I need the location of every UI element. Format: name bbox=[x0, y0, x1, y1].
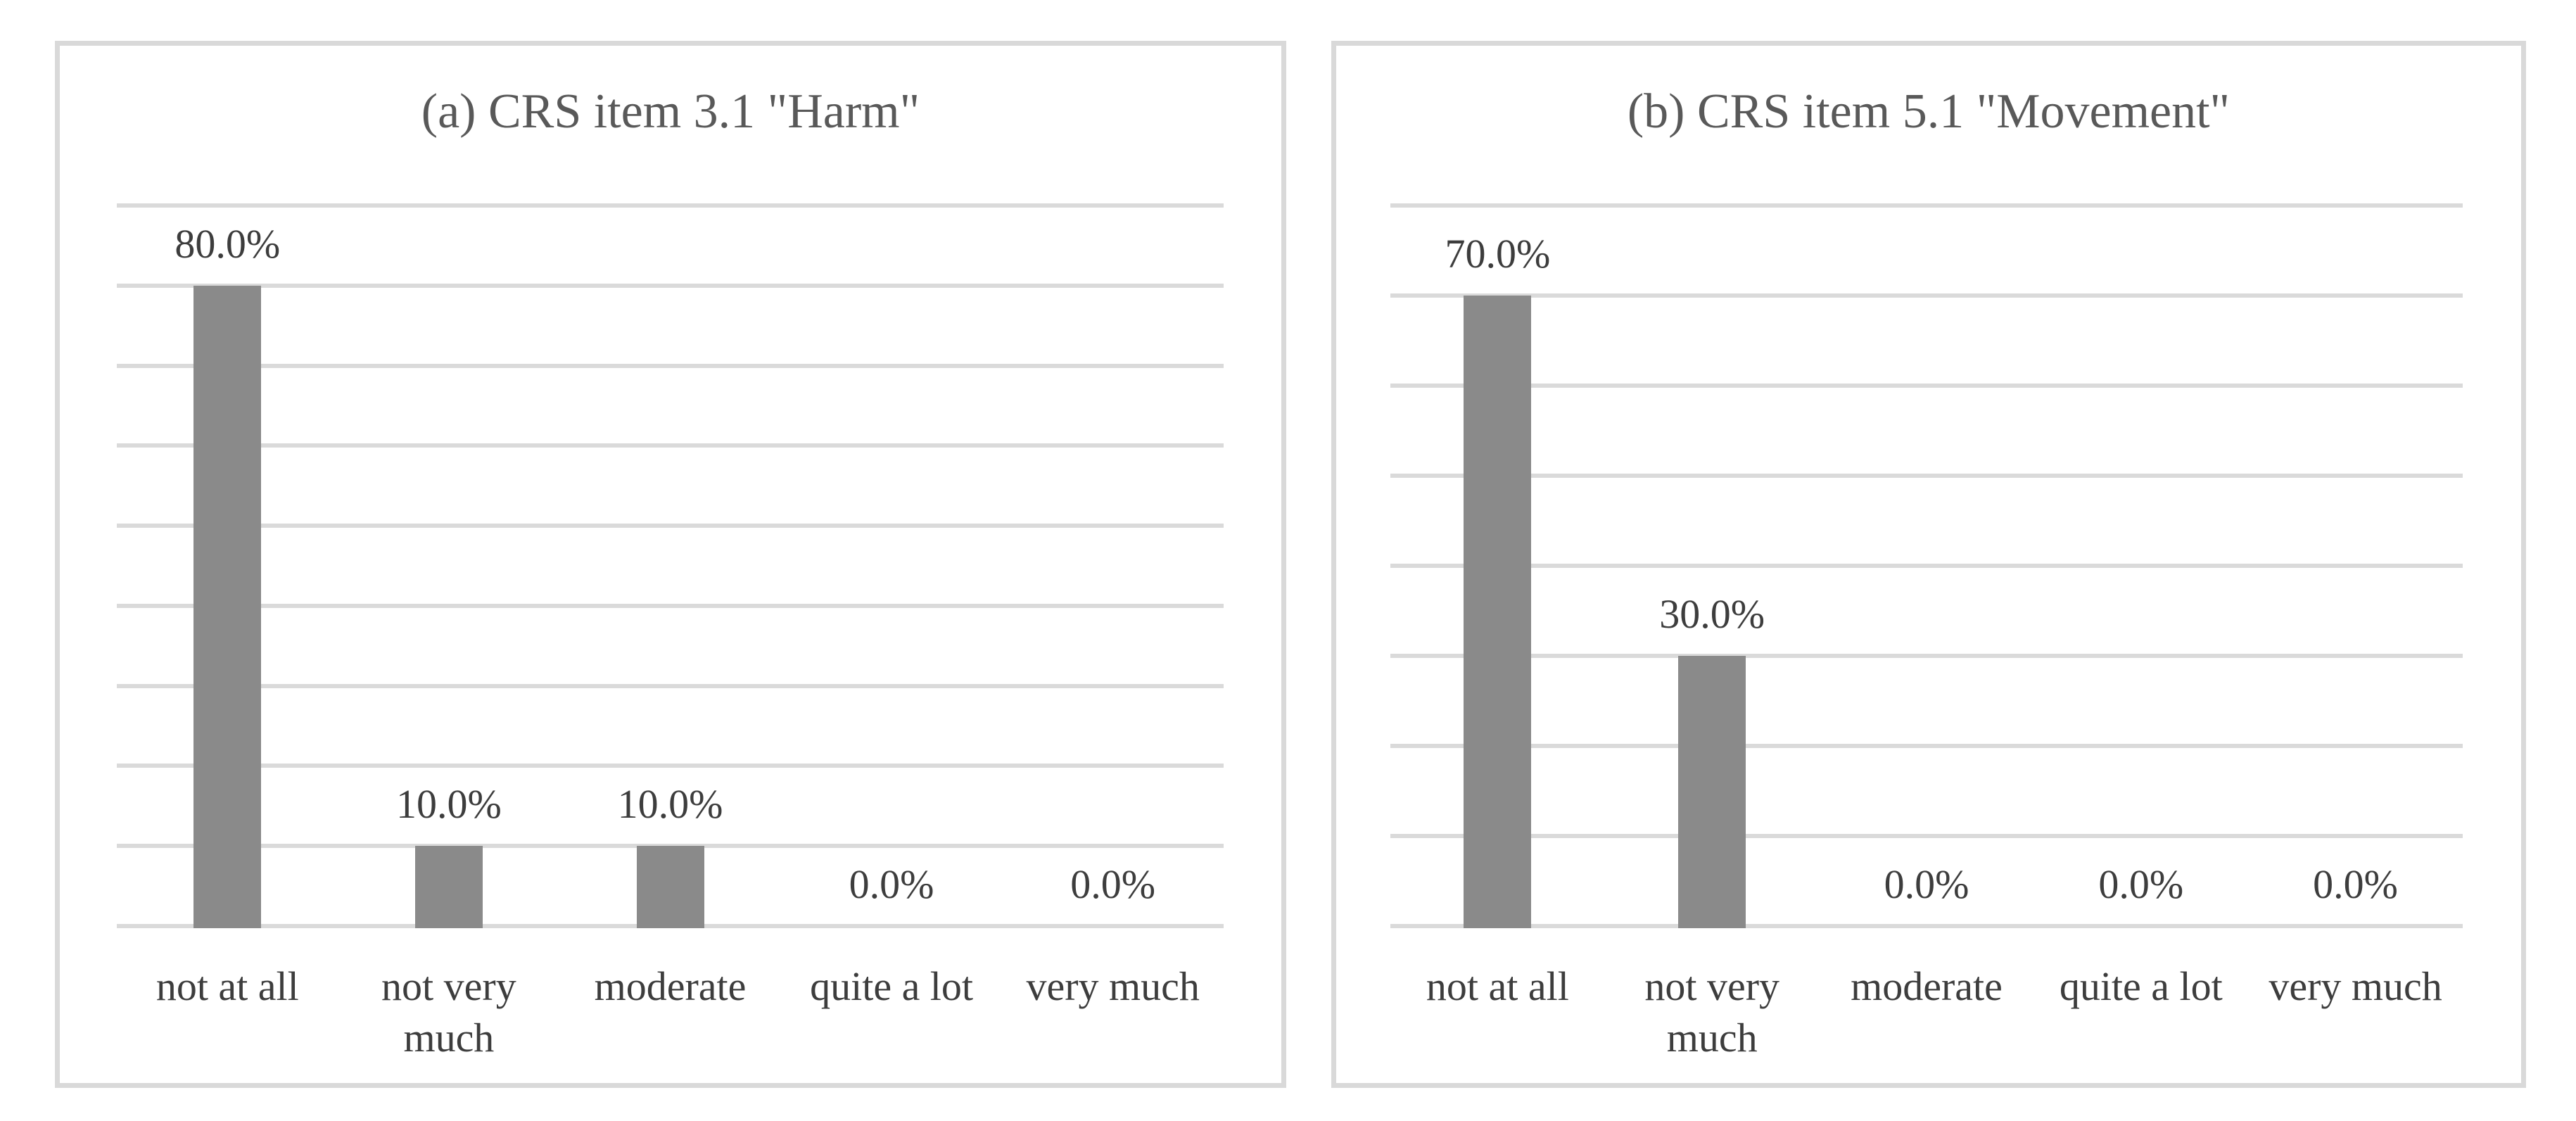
gridline-70pct bbox=[117, 363, 1224, 368]
chart-panel-a: (a) CRS item 3.1 "Harm" 80.0% 10.0% 10.0% 0… bbox=[55, 41, 1286, 1088]
category-label-quite-a-lot: quite a lot bbox=[810, 963, 974, 1009]
gridline-40pct bbox=[117, 603, 1224, 608]
category-label-not-at-all: not at all bbox=[1426, 963, 1569, 1009]
value-label-quite-a-lot: 0.0% bbox=[849, 861, 934, 907]
bar-not-at-all bbox=[193, 285, 262, 928]
value-label-moderate: 0.0% bbox=[1884, 861, 1969, 907]
chart-title-a: (a) CRS item 3.1 "Harm" bbox=[421, 84, 920, 139]
gridline-10pct bbox=[1390, 834, 2463, 838]
gridline-40pct bbox=[1390, 564, 2463, 568]
value-label-very-much: 0.0% bbox=[1070, 861, 1156, 907]
gridline-70pct bbox=[1390, 293, 2463, 298]
bar-not-at-all bbox=[1464, 296, 1532, 928]
gridline-50pct bbox=[117, 524, 1224, 528]
category-label-quite-a-lot: quite a lot bbox=[2059, 963, 2223, 1009]
bar-moderate bbox=[636, 846, 704, 928]
gridline-80pct bbox=[117, 283, 1224, 288]
bar-not-very-much bbox=[1678, 656, 1746, 928]
gridline-30pct bbox=[117, 683, 1224, 688]
category-label-not-at-all: not at all bbox=[156, 963, 299, 1009]
category-label-not-very-much: not very much bbox=[381, 963, 516, 1060]
value-label-not-at-all: 80.0% bbox=[175, 220, 281, 267]
gridline-20pct bbox=[117, 764, 1224, 768]
value-label-quite-a-lot: 0.0% bbox=[2098, 861, 2184, 907]
gridline-90pct bbox=[117, 203, 1224, 208]
category-label-moderate: moderate bbox=[1851, 963, 2003, 1009]
gridline-10pct bbox=[117, 844, 1224, 849]
category-label-not-very-much: not very much bbox=[1644, 963, 1780, 1060]
category-label-very-much: very much bbox=[1026, 963, 1200, 1009]
chart-title-b: (b) CRS item 5.1 "Movement" bbox=[1627, 84, 2231, 139]
value-label-very-much: 0.0% bbox=[2313, 861, 2398, 907]
value-label-moderate: 10.0% bbox=[617, 780, 723, 827]
gridline-60pct bbox=[1390, 384, 2463, 388]
gridline-30pct bbox=[1390, 654, 2463, 658]
gridline-50pct bbox=[1390, 474, 2463, 478]
value-label-not-very-much: 30.0% bbox=[1659, 590, 1765, 637]
bar-not-very-much bbox=[414, 846, 483, 928]
gridline-60pct bbox=[117, 443, 1224, 448]
gridline-0pct bbox=[1390, 924, 2463, 928]
chart-panel-b: (b) CRS item 5.1 "Movement" 70.0% 30.0% 0.… bbox=[1331, 41, 2526, 1088]
category-label-very-much: very much bbox=[2269, 963, 2442, 1009]
value-label-not-at-all: 70.0% bbox=[1445, 230, 1551, 277]
gridline-20pct bbox=[1390, 744, 2463, 748]
gridline-80pct bbox=[1390, 203, 2463, 208]
category-axis-b: not at all not very much moderate quite a l… bbox=[1390, 961, 2463, 1063]
plot-area-b: 70.0% 30.0% 0.0% 0.0% 0.0% bbox=[1390, 203, 2463, 928]
value-label-not-very-much: 10.0% bbox=[395, 780, 502, 827]
category-axis-a: not at all not very much moderate quite a l… bbox=[117, 961, 1224, 1063]
category-label-moderate: moderate bbox=[594, 963, 747, 1009]
plot-area-a: 80.0% 10.0% 10.0% 0.0% 0.0% bbox=[117, 203, 1224, 928]
